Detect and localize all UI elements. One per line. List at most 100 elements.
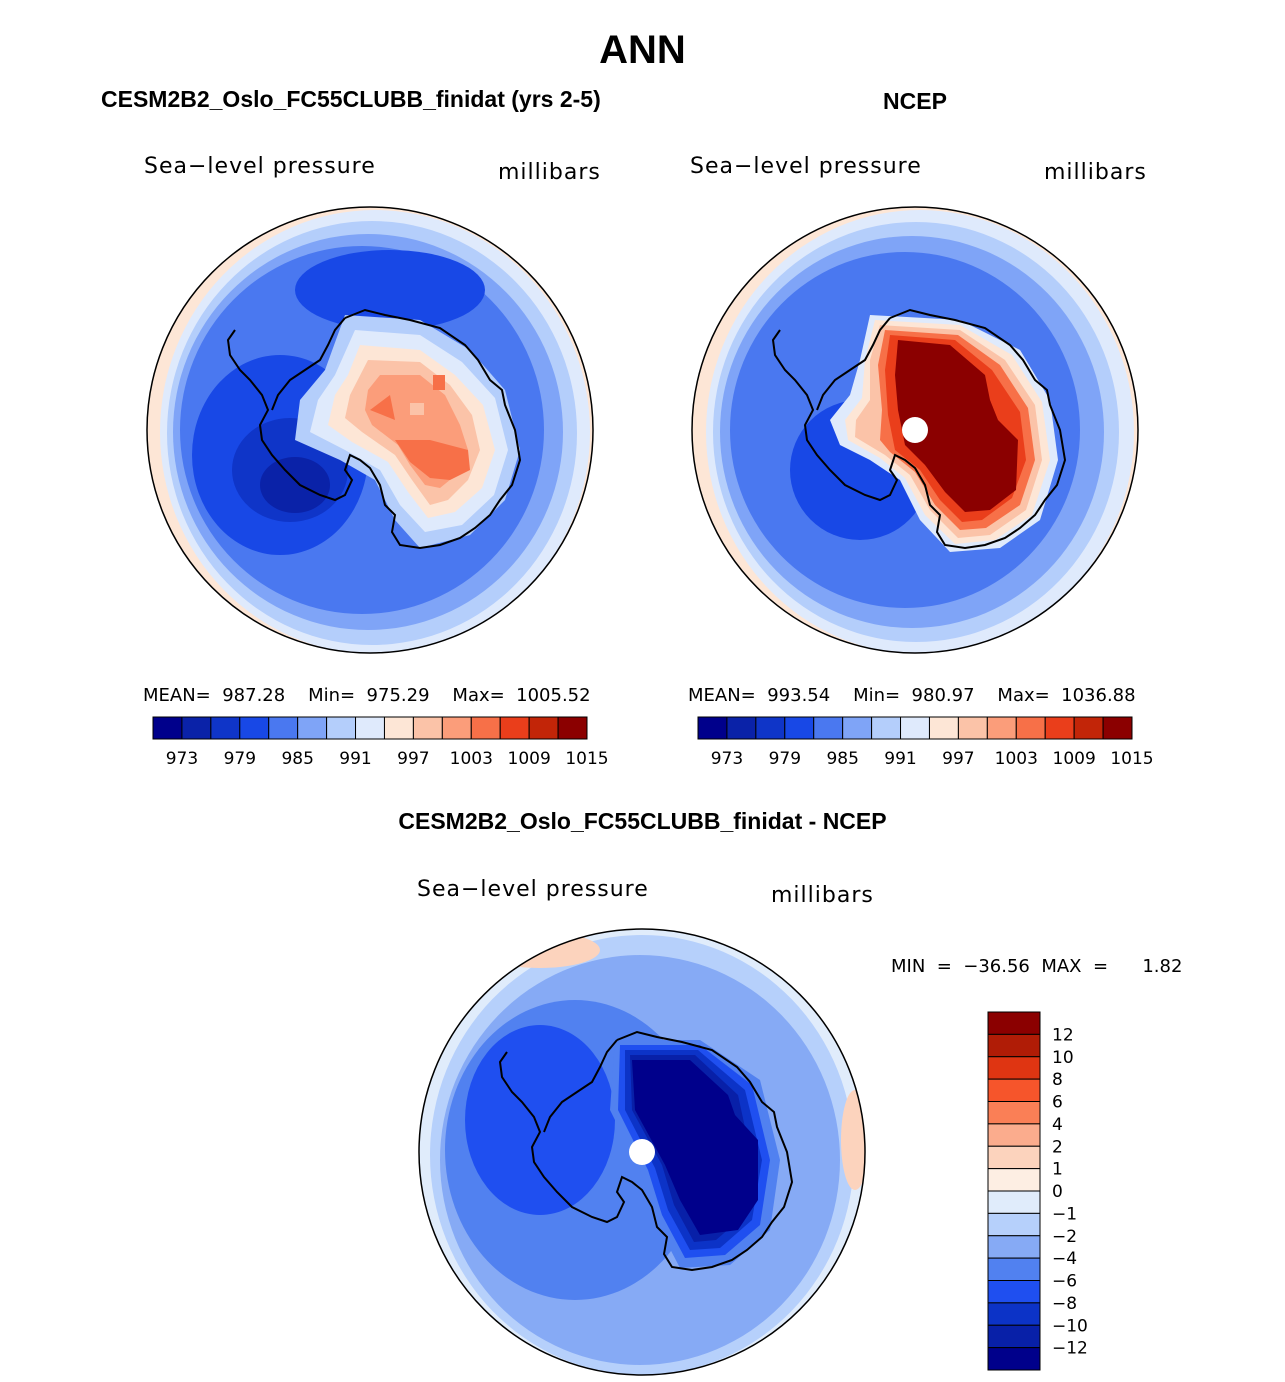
obs-colorbar-swatch bbox=[957, 716, 988, 740]
figure-title: ANN bbox=[599, 28, 686, 72]
model-map bbox=[147, 207, 593, 653]
obs-colorbar-swatch bbox=[871, 716, 902, 740]
obs-colorbar-swatch bbox=[784, 716, 815, 740]
obs-colorbar-swatch bbox=[842, 716, 873, 740]
model-colorbar-tick-label: 973 bbox=[166, 749, 198, 769]
model-colorbar-tick-label: 985 bbox=[281, 749, 313, 769]
model-colorbar-swatch bbox=[470, 716, 501, 740]
model-colorbar-swatch bbox=[297, 716, 328, 740]
diff-colorbar-swatch bbox=[987, 1011, 1041, 1035]
model-panel-title: CESM2B2_Oslo_FC55CLUBB_finidat (yrs 2-5) bbox=[101, 86, 601, 112]
model-colorbar-swatch bbox=[210, 716, 241, 740]
model-colorbar-swatch bbox=[441, 716, 472, 740]
obs-stats: MEAN= 993.54 Min= 980.97 Max= 1036.88 bbox=[688, 685, 1136, 706]
diff-colorbar-tick-label: −12 bbox=[1052, 1339, 1088, 1359]
model-colorbar-tick-label: 991 bbox=[339, 749, 371, 769]
model-colorbar-tick-label: 979 bbox=[224, 749, 256, 769]
diff-units-label: millibars bbox=[771, 883, 874, 908]
model-variable-label: Sea−level pressure bbox=[144, 154, 376, 179]
diff-colorbar-swatch bbox=[987, 1280, 1041, 1304]
diff-stats: MIN = −36.56 MAX = 1.82 bbox=[891, 956, 1183, 977]
model-colorbar-tick-label: 1015 bbox=[565, 749, 608, 769]
model-colorbar-swatch bbox=[499, 716, 530, 740]
obs-colorbar-swatch bbox=[813, 716, 844, 740]
obs-colorbar-tick-label: 1015 bbox=[1110, 749, 1153, 769]
diff-antarctica-coastline bbox=[498, 1030, 794, 1272]
diff-panel-title: CESM2B2_Oslo_FC55CLUBB_finidat - NCEP bbox=[398, 808, 887, 834]
obs-colorbar: 973 979 985 991 997 1003 1009 1015 bbox=[697, 716, 1154, 769]
diff-colorbar-tick-label: 4 bbox=[1052, 1115, 1063, 1135]
model-stats: MEAN= 987.28 Min= 975.29 Max= 1005.52 bbox=[143, 685, 591, 706]
obs-antarctica-coastline bbox=[771, 308, 1067, 550]
model-colorbar: 973 979 985 991 997 1003 1009 1015 bbox=[152, 716, 609, 769]
obs-colorbar-swatch bbox=[755, 716, 786, 740]
model-colorbar-swatch bbox=[181, 716, 212, 740]
diff-colorbar-tick-label: 2 bbox=[1052, 1137, 1063, 1157]
obs-colorbar-swatch bbox=[726, 716, 757, 740]
model-colorbar-swatch bbox=[239, 716, 270, 740]
diff-colorbar-tick-label: 10 bbox=[1052, 1048, 1074, 1068]
model-colorbar-tick-label: 997 bbox=[397, 749, 429, 769]
diff-colorbar-tick-label: −2 bbox=[1052, 1227, 1077, 1247]
model-colorbar-swatch bbox=[326, 716, 357, 740]
model-colorbar-swatch bbox=[383, 716, 414, 740]
diff-colorbar-tick-label: 8 bbox=[1052, 1070, 1063, 1090]
model-colorbar-swatch bbox=[268, 716, 299, 740]
obs-colorbar-tick-label: 985 bbox=[826, 749, 858, 769]
model-colorbar-swatch bbox=[152, 716, 183, 740]
diff-colorbar-tick-label: −8 bbox=[1052, 1294, 1077, 1314]
diff-colorbar-swatch bbox=[987, 1078, 1041, 1102]
diff-colorbar-swatch bbox=[987, 1257, 1041, 1281]
diff-variable-label: Sea−level pressure bbox=[417, 877, 649, 902]
obs-colorbar-swatch bbox=[1015, 716, 1046, 740]
model-colorbar-swatch bbox=[355, 716, 385, 740]
diff-colorbar-tick-label: 12 bbox=[1052, 1025, 1074, 1045]
obs-colorbar-tick-label: 1009 bbox=[1053, 749, 1096, 769]
diff-colorbar-tick-label: −4 bbox=[1052, 1249, 1077, 1269]
obs-map bbox=[692, 207, 1138, 653]
obs-colorbar-tick-label: 997 bbox=[942, 749, 974, 769]
model-antarctica-coastline bbox=[226, 308, 522, 550]
diff-colorbar-swatch bbox=[987, 1302, 1041, 1326]
obs-colorbar-tick-label: 991 bbox=[884, 749, 916, 769]
model-colorbar-swatch bbox=[412, 716, 443, 740]
obs-colorbar-tick-label: 979 bbox=[769, 749, 801, 769]
diff-map bbox=[419, 929, 865, 1375]
obs-colorbar-swatch bbox=[1102, 716, 1133, 740]
obs-colorbar-swatch bbox=[986, 716, 1017, 740]
diff-colorbar-swatch bbox=[987, 1190, 1041, 1214]
obs-colorbar-swatch bbox=[697, 716, 728, 740]
diff-colorbar-swatch bbox=[987, 1212, 1041, 1237]
obs-colorbar-swatch bbox=[928, 716, 959, 740]
diff-map-border bbox=[418, 928, 866, 1376]
diff-colorbar-tick-label: −6 bbox=[1052, 1272, 1077, 1292]
diff-colorbar-swatch bbox=[987, 1347, 1041, 1371]
diff-colorbar-tick-label: −1 bbox=[1052, 1204, 1077, 1224]
diff-colorbar-swatch bbox=[987, 1145, 1041, 1170]
diff-colorbar-swatch bbox=[987, 1056, 1041, 1080]
diff-colorbar-swatch bbox=[987, 1123, 1041, 1147]
model-colorbar-tick-label: 1009 bbox=[508, 749, 551, 769]
diff-colorbar-tick-label: −10 bbox=[1052, 1316, 1088, 1336]
diff-colorbar-swatch bbox=[987, 1324, 1041, 1349]
diff-colorbar-tick-label: 6 bbox=[1052, 1093, 1063, 1113]
obs-variable-label: Sea−level pressure bbox=[690, 154, 922, 179]
obs-colorbar-tick-label: 1003 bbox=[995, 749, 1038, 769]
model-colorbar-swatch bbox=[557, 716, 588, 740]
diff-colorbar-tick-label: 1 bbox=[1052, 1160, 1063, 1180]
obs-map-border bbox=[691, 206, 1139, 654]
obs-units-label: millibars bbox=[1044, 160, 1147, 185]
model-colorbar-tick-label: 1003 bbox=[450, 749, 493, 769]
obs-colorbar-swatch bbox=[1073, 716, 1104, 740]
model-map-border bbox=[146, 206, 594, 654]
diff-colorbar-swatch bbox=[987, 1235, 1041, 1259]
diff-colorbar-swatch bbox=[987, 1168, 1041, 1192]
obs-colorbar-tick-label: 973 bbox=[711, 749, 743, 769]
obs-colorbar-swatch bbox=[1044, 716, 1075, 740]
obs-panel-title: NCEP bbox=[883, 88, 947, 114]
diff-colorbar-swatch bbox=[987, 1101, 1041, 1125]
diff-colorbar-swatch bbox=[987, 1033, 1041, 1058]
diff-colorbar-tick-label: 0 bbox=[1052, 1182, 1063, 1202]
